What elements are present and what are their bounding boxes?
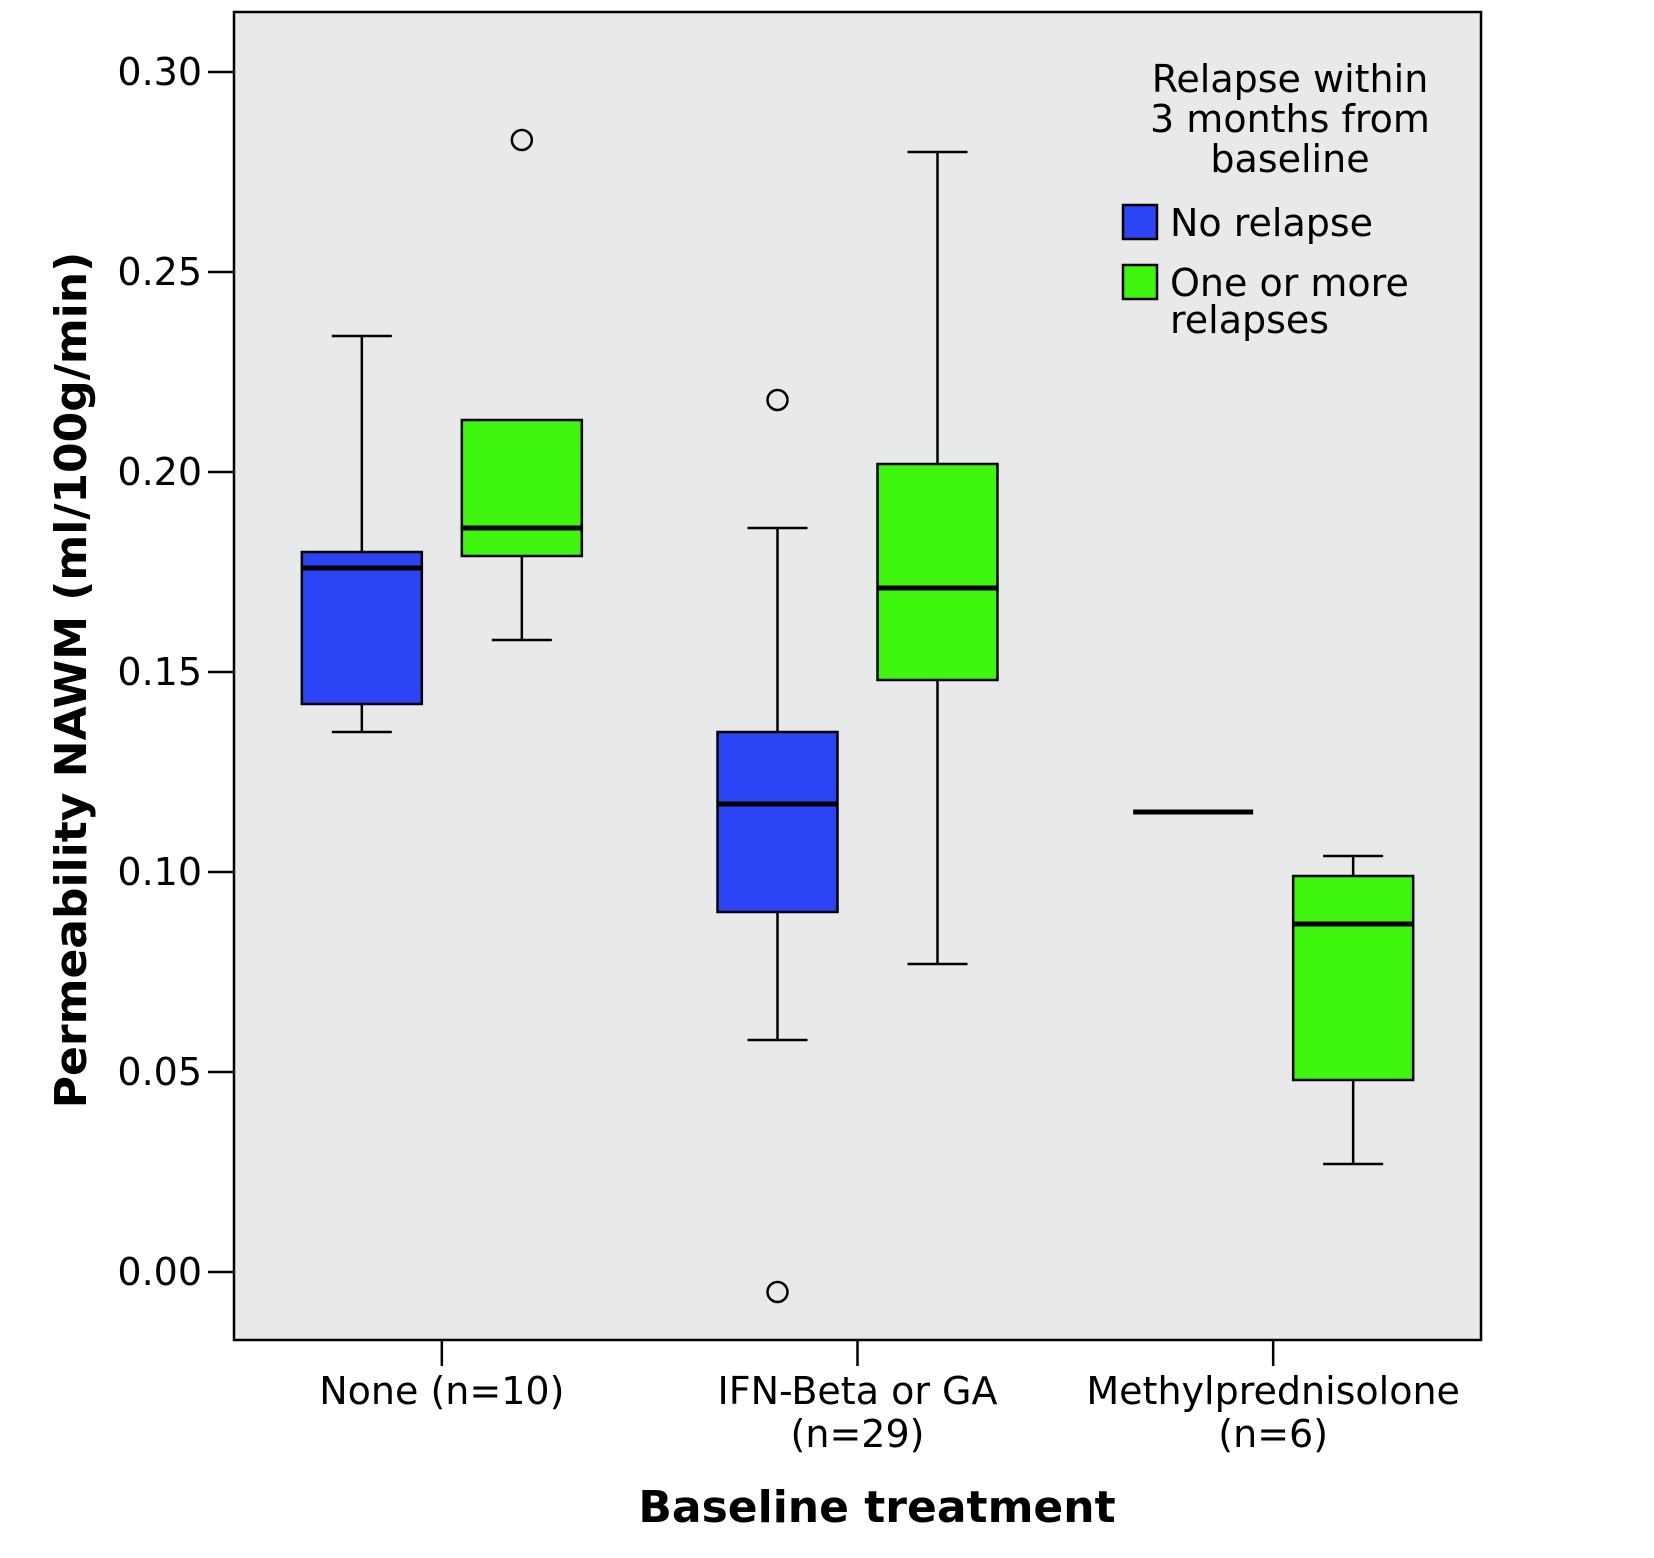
box-iqr [876,462,999,682]
box-no-relapse [300,334,424,734]
legend-label: One or more [1170,261,1409,305]
x-axis-title: Baseline treatment [638,1482,1115,1533]
legend-swatch [1121,263,1159,301]
box-one-or-more-relapses [876,150,999,966]
outlier-point [766,1280,789,1304]
legend-label: relapses [1170,298,1329,342]
y-tick-label: 0.10 [117,850,202,894]
legend-title: Relapse within [1152,57,1429,101]
x-category-sublabel: (n=6) [1218,1412,1328,1456]
box-series [300,128,1415,1304]
box-iqr [460,418,584,558]
y-axis-title: Permeability NAWM (ml/100g/min) [46,252,97,1108]
box-one-or-more-relapses [1291,854,1415,1166]
y-tick-label: 0.25 [117,250,202,294]
outlier-point [766,388,789,412]
x-axis: None (n=10) IFN-Beta or GA(n=29) Methylpre… [319,1340,1460,1456]
y-tick-label: 0.20 [117,450,202,494]
x-category-sublabel: (n=29) [791,1412,925,1456]
box-iqr [716,730,839,914]
y-tick-label: 0.30 [117,50,202,94]
x-category-label: Methylprednisolone [1086,1369,1460,1413]
y-tick-label: 0.00 [117,1250,202,1294]
plot-area [232,10,1483,1342]
legend-title: baseline [1210,137,1369,181]
box-one-or-more-relapses [460,128,584,642]
y-axis: 0.00 0.05 0.10 0.15 0.20 0.25 0.30 [117,50,234,1294]
box-iqr [300,550,424,706]
legend-swatch [1121,203,1159,241]
x-category-label: None (n=10) [319,1369,564,1413]
legend-title: 3 months from [1150,97,1430,141]
x-category-label: IFN-Beta or GA [718,1369,998,1413]
box-iqr [1291,874,1415,1082]
box-no-relapse [716,388,839,1304]
y-tick-label: 0.15 [117,650,202,694]
outlier-point [510,128,534,152]
y-tick-label: 0.05 [117,1050,202,1094]
legend-label: No relapse [1170,201,1373,245]
